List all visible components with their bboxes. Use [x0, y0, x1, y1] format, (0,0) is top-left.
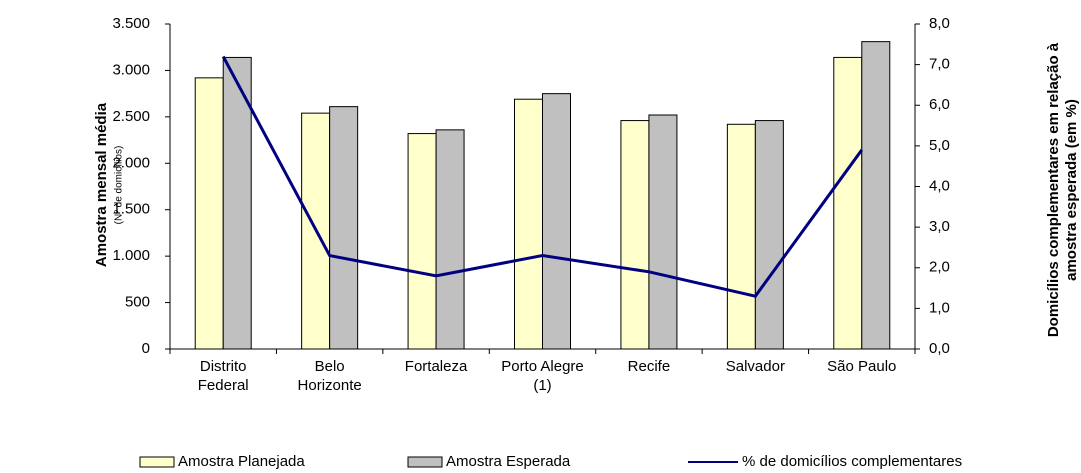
y2-tick-label: 8,0: [929, 15, 950, 32]
legend-swatch: [407, 456, 443, 468]
bar: [726, 123, 756, 350]
bar: [648, 114, 678, 350]
y-axis-note: (Nº de domicílios): [114, 146, 125, 225]
y2-tick-label: 7,0: [929, 56, 950, 73]
y-tick-label: 3.500: [112, 15, 150, 32]
bar: [194, 77, 224, 350]
bar: [435, 129, 465, 350]
x-tick-label: Recife: [627, 358, 671, 375]
y-tick-label: 0: [142, 340, 150, 357]
legend-swatch: [139, 456, 175, 468]
bar: [329, 106, 359, 350]
x-tick-label: Salvador: [725, 358, 785, 375]
y2-tick-label: 4,0: [929, 177, 950, 194]
bar: [407, 133, 437, 350]
x-tick-label: Fortaleza: [404, 358, 468, 375]
y-tick-label: 3.000: [112, 61, 150, 78]
y-tick-label: 1.500: [112, 201, 150, 218]
y2-axis-title: Domicílios complementares em relação à a…: [1045, 42, 1080, 338]
bar: [542, 93, 571, 350]
y2-tick-label: 5,0: [929, 137, 950, 154]
bar: [833, 56, 863, 350]
x-tick-label: Belo Horizonte: [297, 358, 362, 394]
y2-tick-label: 2,0: [929, 259, 950, 276]
bar: [620, 120, 650, 350]
x-tick-label: São Paulo: [827, 358, 897, 375]
y-tick-label: 500: [125, 294, 150, 311]
y2-tick-label: 0,0: [929, 340, 950, 357]
y-axis-title: Amostra mensal média: [93, 102, 110, 267]
bar: [754, 120, 784, 350]
y-tick-label: 1.000: [112, 247, 150, 264]
y-tick-label: 2.000: [112, 154, 150, 171]
legend-label: Amostra Planejada: [178, 453, 305, 470]
legend-label: Amostra Esperada: [446, 453, 571, 470]
bar: [514, 98, 543, 350]
line: [221, 55, 863, 298]
legend-label: % de domicílios complementares: [742, 453, 962, 470]
y2-tick-label: 1,0: [929, 299, 950, 316]
bar: [222, 56, 252, 350]
x-tick-label: Porto Alegre (1): [501, 358, 584, 394]
bar: [861, 41, 891, 350]
y2-tick-label: 3,0: [929, 218, 950, 235]
y2-tick-label: 6,0: [929, 96, 950, 113]
y-tick-label: 2.500: [112, 108, 150, 125]
x-tick-label: Distrito Federal: [197, 358, 249, 394]
